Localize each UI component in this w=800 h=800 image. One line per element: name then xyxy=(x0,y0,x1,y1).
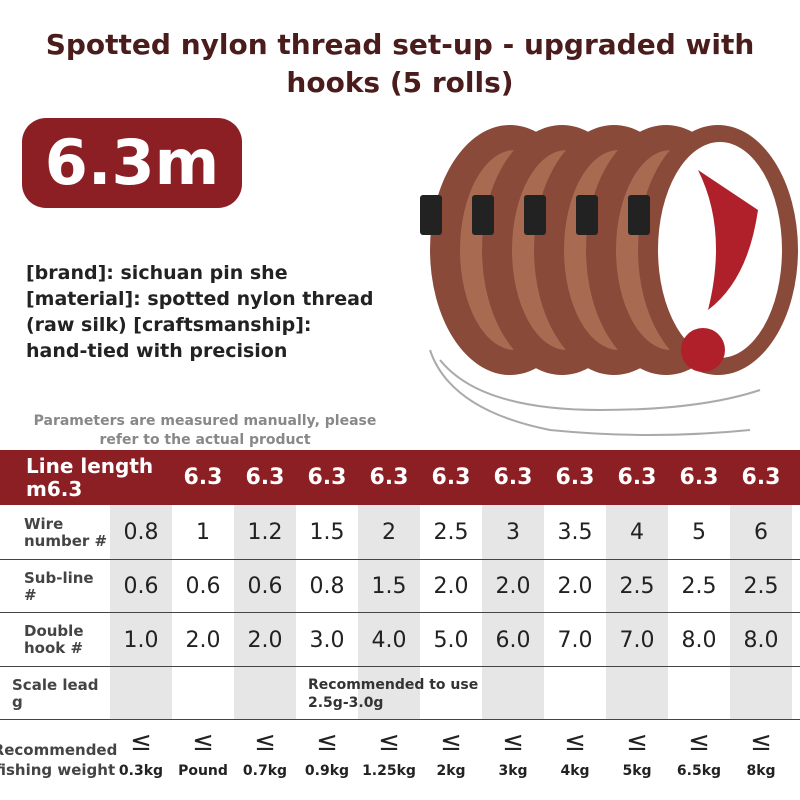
row-divider xyxy=(0,559,800,560)
cell-value: 7.0 xyxy=(557,627,593,653)
weight-symbol: ≤ xyxy=(254,727,276,757)
header-value: 6.3 xyxy=(493,465,533,490)
weight-symbol: ≤ xyxy=(440,727,462,757)
cell-value: 6 xyxy=(754,520,768,545)
cell-value: 2 xyxy=(382,520,396,545)
weight-value: 0.9kg xyxy=(304,763,350,779)
header-value: 6.3 xyxy=(369,465,409,490)
cell-value: 1.2 xyxy=(247,520,283,545)
weight-value: 8kg xyxy=(746,763,776,779)
header-value: 6.3 xyxy=(307,465,347,490)
header-value: 6.3 xyxy=(617,465,657,490)
description-line: (raw silk) [craftsmanship]: xyxy=(26,314,312,336)
cell-value: 2.5 xyxy=(743,574,779,599)
weight-value: 2kg xyxy=(436,763,466,779)
row-label: Wire number # xyxy=(24,514,108,550)
header-value: 6.3 xyxy=(245,465,285,490)
weight-value: Pound xyxy=(178,763,228,779)
description-line: [brand]: sichuan pin she xyxy=(26,262,288,284)
header-row xyxy=(0,450,800,505)
row-label: Sub-line # xyxy=(24,568,94,604)
cell-value: 2.5 xyxy=(619,574,655,599)
cell-value: 4.0 xyxy=(371,627,407,653)
row-divider xyxy=(0,719,800,720)
weight-symbol: ≤ xyxy=(378,727,400,757)
header-value: 6.3 xyxy=(679,465,719,490)
row-divider xyxy=(0,666,800,667)
cell-value: 0.8 xyxy=(123,520,159,545)
cell-value: 1 xyxy=(196,520,210,545)
badge: 6.3m xyxy=(22,118,242,208)
cell-value: 8.0 xyxy=(681,627,717,653)
weight-value: 5kg xyxy=(622,763,652,779)
weight-value: 1.25kg xyxy=(362,763,416,779)
spec-table: Line length m6.3 6.3 6.3 6.3 6.3 6.3 6.3 6.3 6.3… xyxy=(0,450,800,800)
header-value: 6.3 xyxy=(183,465,223,490)
cell-value: 3.5 xyxy=(557,520,593,545)
cell-value: 1.5 xyxy=(371,574,407,599)
cell-value: 1.5 xyxy=(309,520,345,545)
cell-value: 5.0 xyxy=(433,627,469,653)
weight-symbol: ≤ xyxy=(564,727,586,757)
row-label: Double hook # xyxy=(24,622,84,657)
header-label: Line length m6.3 xyxy=(26,453,154,501)
weight-value: 0.3kg xyxy=(118,763,164,779)
description: [brand]: sichuan pin she [material]: spot… xyxy=(26,260,374,364)
reels xyxy=(420,125,798,436)
note: Parameters are measured manually, please… xyxy=(33,413,377,448)
cell-value: 2.0 xyxy=(557,574,593,599)
header-value: 6.3 xyxy=(741,465,781,490)
description-line: hand-tied with precision xyxy=(26,340,288,362)
cell-value: 2.0 xyxy=(185,627,221,653)
row-divider xyxy=(0,612,800,613)
cell-value: 1.0 xyxy=(123,627,159,653)
weight-symbol: ≤ xyxy=(130,727,152,757)
cell-value: 3.0 xyxy=(309,627,345,653)
cell-value: 4 xyxy=(630,520,644,545)
cell-value: 5 xyxy=(692,520,706,545)
weight-value: 0.7kg xyxy=(242,763,288,779)
description-line: [material]: spotted nylon thread xyxy=(26,288,374,310)
cell-value: 3 xyxy=(506,520,520,545)
weight-value: 6.5kg xyxy=(676,763,722,779)
weight-symbol: ≤ xyxy=(192,727,214,757)
header-value: 6.3 xyxy=(555,465,595,490)
cell-value: 7.0 xyxy=(619,627,655,653)
row-label: Scale lead g xyxy=(12,675,99,711)
row-label: Recommended fishing weight xyxy=(0,741,118,779)
weight-symbol: ≤ xyxy=(688,727,710,757)
product-image xyxy=(420,125,798,436)
weight-symbol: ≤ xyxy=(502,727,524,757)
cell-value: 8.0 xyxy=(743,627,779,653)
header-value: 6.3 xyxy=(431,465,471,490)
scale-lead-text: Recommended to use 2.5g-3.0g xyxy=(308,676,479,711)
cell-value: 0.6 xyxy=(185,574,221,599)
weight-value: 3kg xyxy=(498,763,528,779)
cell-value: 2.5 xyxy=(681,574,717,599)
weight-symbol: ≤ xyxy=(626,727,648,757)
cell-value: 2.0 xyxy=(495,574,531,599)
weight-value: 4kg xyxy=(560,763,590,779)
title: Spotted nylon thread set-up - upgraded w… xyxy=(45,28,755,99)
cell-value: 2.0 xyxy=(247,627,283,653)
cell-value: 0.6 xyxy=(123,574,159,599)
cell-value: 2.0 xyxy=(433,574,469,599)
weight-symbol: ≤ xyxy=(316,727,338,757)
cell-value: 2.5 xyxy=(433,520,469,545)
cell-value: 0.6 xyxy=(247,574,283,599)
weight-symbol: ≤ xyxy=(750,727,772,757)
cell-value: 0.8 xyxy=(309,574,345,599)
cell-value: 6.0 xyxy=(495,627,531,653)
